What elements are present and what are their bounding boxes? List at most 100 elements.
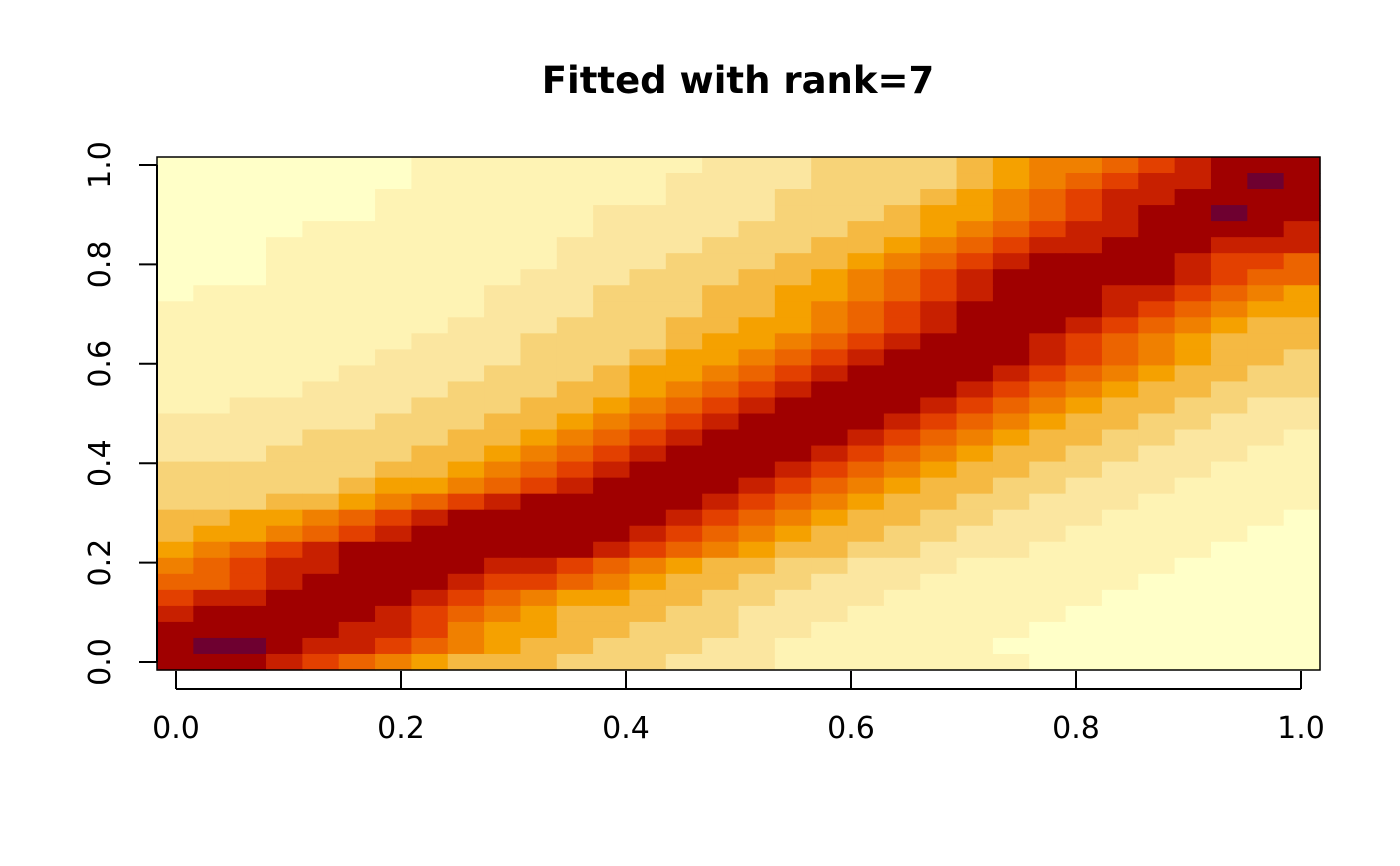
heatmap-cell (883, 525, 921, 543)
heatmap-cell (956, 589, 994, 607)
heatmap-cell (665, 189, 703, 206)
heatmap-cell (629, 413, 667, 431)
heatmap-cell (447, 397, 485, 415)
heatmap-cell (375, 621, 412, 639)
heatmap-cell (1210, 605, 1248, 623)
heatmap-cell (774, 285, 812, 302)
heatmap-cell (847, 509, 885, 527)
heatmap-cell (1283, 173, 1321, 190)
heatmap-cell (702, 541, 740, 559)
heatmap-cell (1101, 365, 1139, 383)
heatmap-cell (375, 157, 412, 174)
heatmap-cell (1065, 269, 1103, 286)
heatmap-cell (702, 397, 740, 415)
heatmap-cell (811, 173, 849, 190)
heatmap-cell (1138, 445, 1176, 463)
x-axis: 0.0 0.2 0.4 0.6 0.8 1.0 (152, 671, 1325, 746)
heatmap-cell (193, 653, 231, 671)
heatmap-cell (1101, 189, 1139, 206)
heatmap-cell (956, 605, 994, 623)
heatmap-cell (229, 637, 267, 655)
heatmap-cell (266, 525, 303, 543)
heatmap-cell (1174, 333, 1212, 350)
heatmap-cell (665, 445, 703, 463)
heatmap-cell (1210, 477, 1248, 495)
heatmap-cell (1101, 541, 1139, 559)
heatmap-cell (1029, 301, 1067, 318)
heatmap-cell (193, 509, 231, 527)
heatmap-cell (629, 637, 667, 655)
heatmap-cell (629, 381, 667, 399)
heatmap-cell (266, 365, 303, 383)
heatmap-cell (847, 477, 885, 495)
heatmap-cell (883, 653, 921, 671)
heatmap-cell (1029, 429, 1067, 447)
heatmap-cell (811, 653, 849, 671)
heatmap-cell (1065, 653, 1103, 671)
heatmap-cell (847, 301, 885, 318)
heatmap-cell (702, 653, 740, 671)
heatmap-cell (411, 381, 449, 399)
heatmap-cell (229, 157, 267, 174)
heatmap-cell (484, 413, 522, 431)
heatmap-cell (266, 621, 303, 639)
heatmap-cell (1101, 589, 1139, 607)
heatmap-cell (847, 557, 885, 575)
heatmap-cell (629, 653, 667, 671)
heatmap-cell (1210, 397, 1248, 415)
heatmap-cell (702, 221, 740, 238)
heatmap-cell (338, 541, 376, 559)
heatmap-cell (1101, 653, 1139, 671)
heatmap-cell (1101, 253, 1139, 270)
heatmap-cell (484, 333, 522, 350)
heatmap-cell (593, 637, 631, 655)
heatmap-cell (665, 413, 703, 431)
heatmap-cell (629, 477, 667, 495)
heatmap-cell (1101, 333, 1139, 350)
heatmap-cell (738, 557, 776, 575)
heatmap-cell (883, 557, 921, 575)
heatmap-cell (520, 381, 558, 399)
heatmap-cell (520, 301, 558, 318)
heatmap-cell (738, 205, 776, 222)
heatmap-cell (1210, 237, 1248, 254)
heatmap-cell (1210, 157, 1248, 174)
heatmap-cell (738, 333, 776, 350)
heatmap-cell (1174, 205, 1212, 222)
heatmap-cell (1283, 301, 1321, 318)
heatmap-cell (811, 365, 849, 383)
heatmap-cell (738, 573, 776, 591)
heatmap-cell (1138, 493, 1176, 511)
heatmap-cell (1138, 541, 1176, 559)
heatmap-cell (302, 461, 340, 479)
heatmap-cell (629, 589, 667, 607)
heatmap-cell (1138, 557, 1176, 575)
heatmap-cell (956, 557, 994, 575)
heatmap-cell (847, 397, 885, 415)
heatmap-cell (1138, 253, 1176, 270)
heatmap-cell (847, 413, 885, 431)
heatmap-cell (593, 349, 631, 367)
heatmap-cell (302, 317, 340, 334)
heatmap-cell (556, 653, 594, 671)
heatmap-cell (193, 445, 231, 463)
heatmap-cell (266, 653, 303, 671)
heatmap-cell (1210, 301, 1248, 318)
heatmap-cell (556, 285, 594, 302)
heatmap-cell (520, 493, 558, 511)
heatmap-cell (883, 637, 921, 655)
heatmap-cell (375, 461, 412, 479)
heatmap-cell (956, 397, 994, 415)
heatmap-cell (375, 381, 412, 399)
heatmap-cell (1174, 365, 1212, 383)
heatmap-cell (1247, 573, 1285, 591)
heatmap-cell (338, 429, 376, 447)
heatmap-cell (1174, 653, 1212, 671)
heatmap-cell (811, 189, 849, 206)
heatmap-cell (411, 205, 449, 222)
heatmap-cell (992, 237, 1030, 254)
heatmap-cell (992, 509, 1030, 527)
heatmap-cell (1174, 477, 1212, 495)
heatmap-cell (1101, 477, 1139, 495)
heatmap-cell (1174, 285, 1212, 302)
